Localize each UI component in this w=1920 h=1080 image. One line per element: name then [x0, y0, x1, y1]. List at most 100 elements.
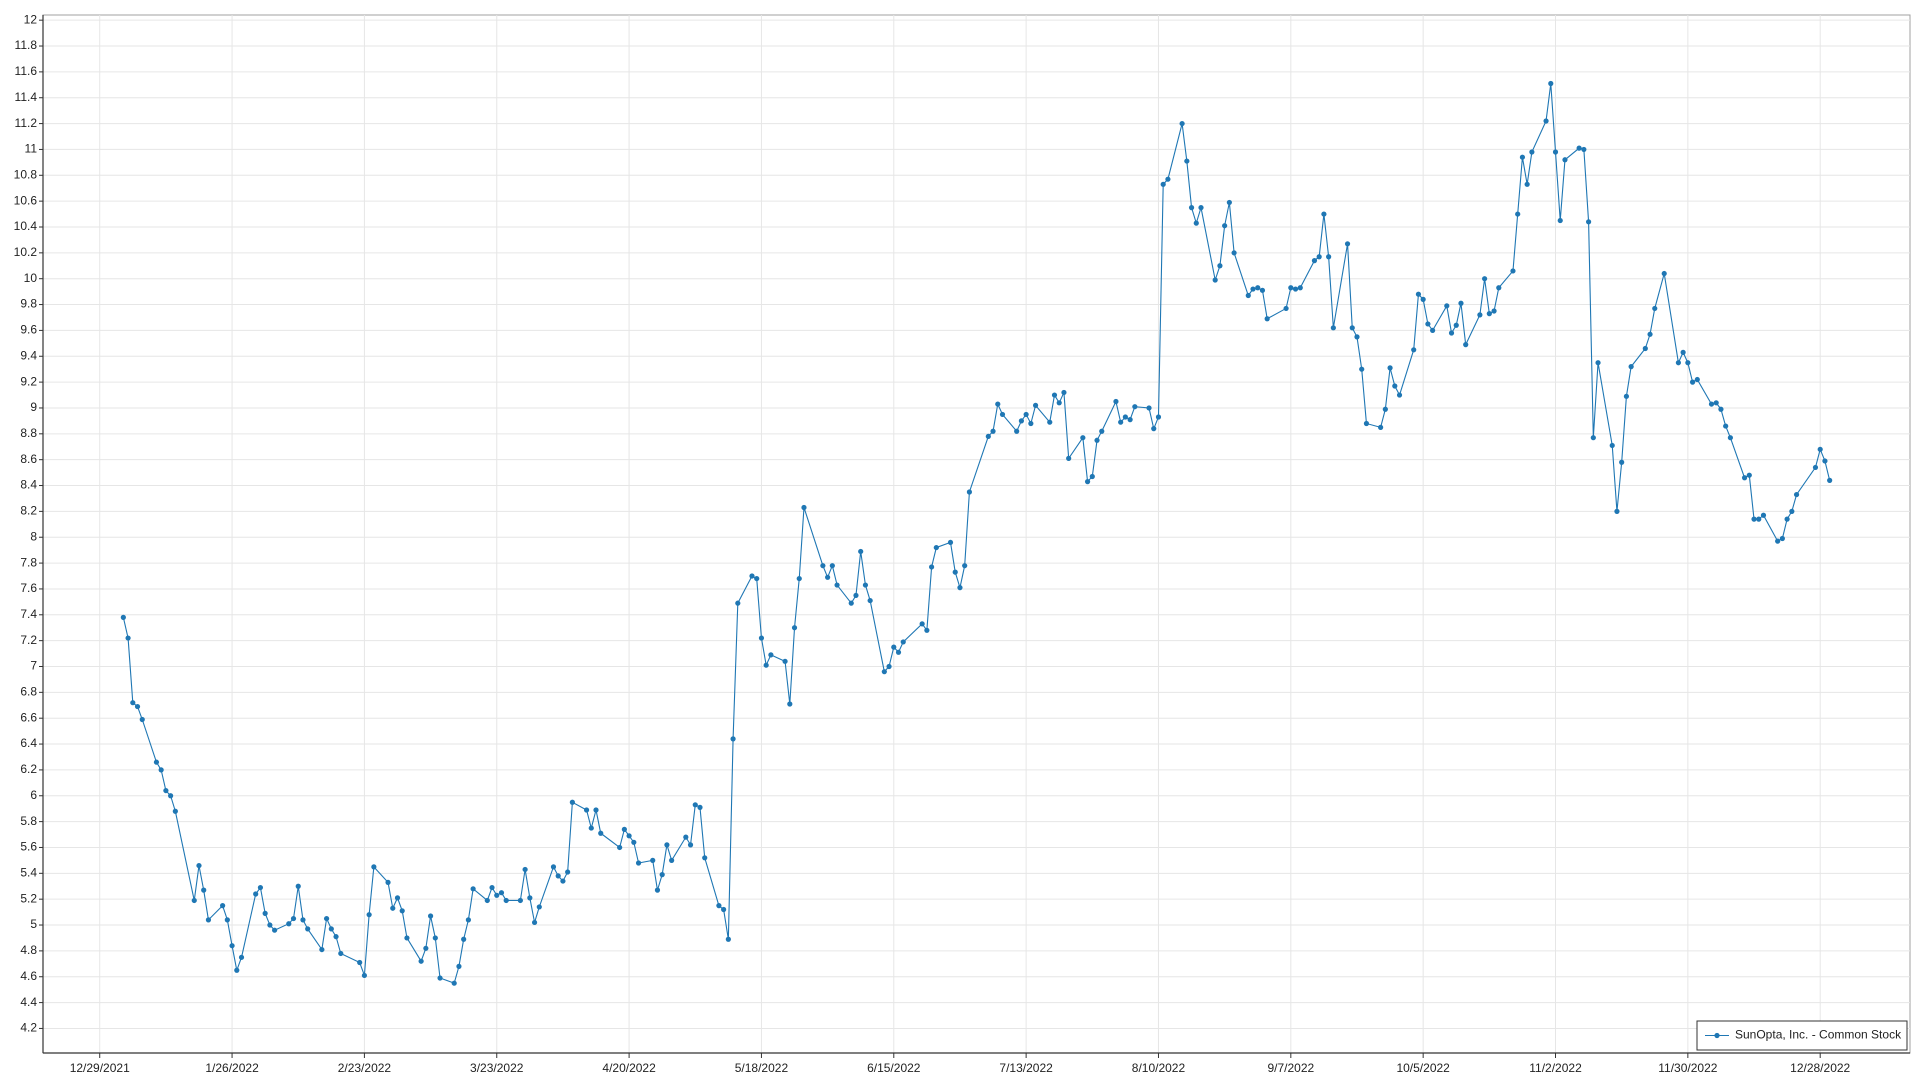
- data-point: [1425, 321, 1431, 327]
- data-point: [1193, 220, 1199, 226]
- data-point: [234, 967, 240, 973]
- y-tick-label: 8.6: [20, 452, 37, 466]
- legend-marker: [1714, 1032, 1720, 1039]
- data-point: [267, 922, 273, 928]
- data-point: [1127, 417, 1133, 423]
- data-point: [224, 917, 230, 923]
- data-point: [432, 935, 438, 941]
- y-tick-label: 6.8: [20, 685, 37, 699]
- data-point: [153, 759, 160, 765]
- data-point: [1689, 379, 1696, 385]
- data-point: [1084, 479, 1091, 485]
- data-point: [201, 887, 207, 893]
- data-point: [862, 582, 869, 588]
- data-point: [1378, 424, 1384, 430]
- data-point: [919, 621, 925, 627]
- data-point: [328, 926, 334, 932]
- data-point: [120, 614, 126, 620]
- data-point: [1746, 472, 1752, 478]
- x-tick-label: 6/15/2022: [867, 1061, 921, 1075]
- data-point: [947, 539, 954, 546]
- data-point: [1292, 286, 1299, 292]
- data-point: [1576, 145, 1582, 151]
- data-point: [498, 890, 505, 896]
- data-point: [796, 575, 802, 582]
- data-point: [286, 921, 292, 927]
- data-point: [853, 592, 859, 599]
- data-point: [631, 839, 637, 845]
- data-point: [494, 892, 500, 898]
- data-point: [635, 860, 642, 866]
- data-point: [754, 575, 760, 582]
- x-tick-label: 8/10/2022: [1132, 1061, 1186, 1075]
- data-point: [385, 879, 391, 885]
- data-point: [1217, 263, 1223, 269]
- data-point: [1524, 181, 1530, 187]
- y-tick-label: 10.4: [14, 219, 38, 233]
- data-point: [465, 917, 471, 923]
- y-tick-label: 10: [24, 271, 38, 285]
- data-point: [1382, 406, 1388, 412]
- data-point: [1212, 277, 1218, 283]
- data-point: [1675, 360, 1681, 366]
- data-point: [801, 504, 807, 511]
- data-point: [1028, 420, 1034, 427]
- data-point: [1661, 270, 1667, 277]
- data-point: [262, 910, 268, 916]
- data-point: [848, 600, 854, 606]
- data-point: [427, 913, 434, 919]
- data-point: [895, 649, 902, 655]
- y-tick-label: 12: [24, 12, 38, 26]
- data-point: [735, 600, 741, 606]
- data-point: [220, 903, 226, 909]
- data-point: [1014, 428, 1020, 434]
- data-point: [527, 895, 533, 901]
- data-point: [829, 563, 835, 569]
- data-point: [323, 915, 330, 922]
- data-point: [617, 844, 623, 851]
- data-point: [702, 855, 708, 861]
- y-tick-label: 5.2: [20, 891, 37, 905]
- data-point: [1694, 376, 1700, 383]
- data-point: [1585, 219, 1592, 225]
- data-point: [1756, 516, 1762, 522]
- data-point: [517, 897, 523, 904]
- data-point: [1590, 435, 1596, 441]
- data-point: [503, 897, 509, 904]
- data-point: [1723, 423, 1729, 429]
- y-tick-label: 8.2: [20, 504, 37, 518]
- data-point: [1080, 435, 1086, 441]
- data-point: [163, 787, 169, 794]
- y-tick-label: 10.8: [14, 167, 38, 181]
- y-tick-label: 8.8: [20, 426, 37, 440]
- data-point: [1420, 296, 1426, 302]
- data-point: [768, 652, 774, 658]
- data-point: [1051, 392, 1058, 398]
- data-point: [437, 975, 443, 981]
- y-tick-label: 11.4: [15, 90, 38, 104]
- axes: 4.2 4.4 4.6 4.8 5 5.2 5.4 5.6 5.8 6 6.2 6.4 6.6 6.8 7 7…: [14, 12, 1910, 1075]
- plot-area: [120, 80, 1833, 986]
- data-point: [456, 963, 462, 969]
- data-point: [716, 903, 722, 909]
- y-tick-label: 5.8: [20, 814, 37, 828]
- data-point: [1288, 285, 1294, 291]
- data-point: [928, 564, 935, 570]
- data-point: [1094, 437, 1100, 443]
- data-point: [470, 886, 476, 892]
- data-point: [1047, 419, 1053, 425]
- data-point: [1515, 211, 1521, 217]
- data-point: [1283, 305, 1289, 312]
- y-tick-label: 4.6: [20, 969, 37, 983]
- data-point: [1519, 154, 1526, 160]
- data-point: [139, 716, 145, 723]
- data-point: [1548, 80, 1554, 87]
- data-point: [366, 912, 372, 918]
- data-point: [168, 793, 174, 799]
- y-tick-label: 9.4: [20, 348, 37, 362]
- data-point: [654, 887, 661, 893]
- data-point: [1623, 393, 1630, 399]
- data-point: [399, 908, 405, 914]
- y-tick-label: 6.4: [20, 736, 37, 750]
